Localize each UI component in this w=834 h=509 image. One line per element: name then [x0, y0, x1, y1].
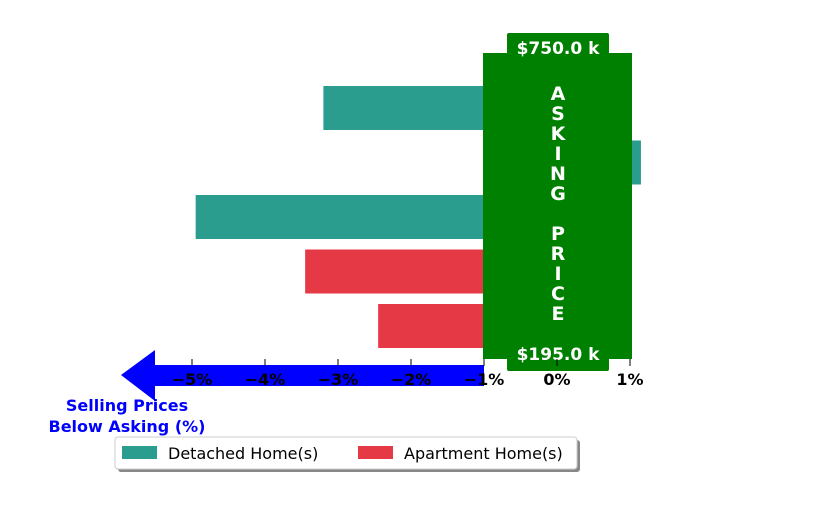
legend-label: Apartment Home(s) [404, 444, 563, 463]
legend-swatch [122, 446, 157, 459]
x-tick-label: −1% [464, 370, 505, 389]
x-tick-label: 0% [543, 370, 570, 389]
legend-swatch [358, 446, 393, 459]
left-arrow [121, 350, 484, 401]
x-tick-label: −2% [391, 370, 432, 389]
asking-price-letter: R [551, 243, 566, 265]
bottom-price-label: $195.0 k [517, 345, 601, 365]
asking-price-letter: C [551, 283, 565, 305]
asking-price-letter: G [550, 183, 566, 205]
bottom-price-box [507, 341, 609, 371]
asking-price-letter: E [552, 303, 565, 325]
x-tick-label: −4% [245, 370, 286, 389]
x-tick-label: −3% [318, 370, 359, 389]
axis-note-line: Below Asking (%) [49, 417, 206, 436]
top-price-label: $750.0 k [517, 39, 601, 59]
x-tick-label: 1% [616, 370, 643, 389]
asking-price-letter: A [551, 83, 566, 105]
asking-price-letter: K [551, 123, 567, 145]
top-price-box [507, 33, 609, 61]
x-axis: −5% −4% −3% −2% −1% 0% 1% [121, 350, 644, 401]
legend: Detached Home(s) Apartment Home(s) [114, 436, 580, 472]
legend-label: Detached Home(s) [168, 444, 318, 463]
asking-price-letter: S [551, 103, 565, 125]
asking-price-letter: I [554, 263, 561, 285]
asking-price-letter: P [551, 223, 565, 245]
x-tick-label: −5% [172, 370, 213, 389]
axis-note: Selling Prices Below Asking (%) [49, 396, 206, 436]
asking-price-letter: N [550, 163, 566, 185]
axis-note-line: Selling Prices [66, 396, 188, 415]
asking-price-panel [483, 53, 632, 359]
legend-box [114, 436, 578, 470]
asking-price-letter: I [554, 143, 561, 165]
